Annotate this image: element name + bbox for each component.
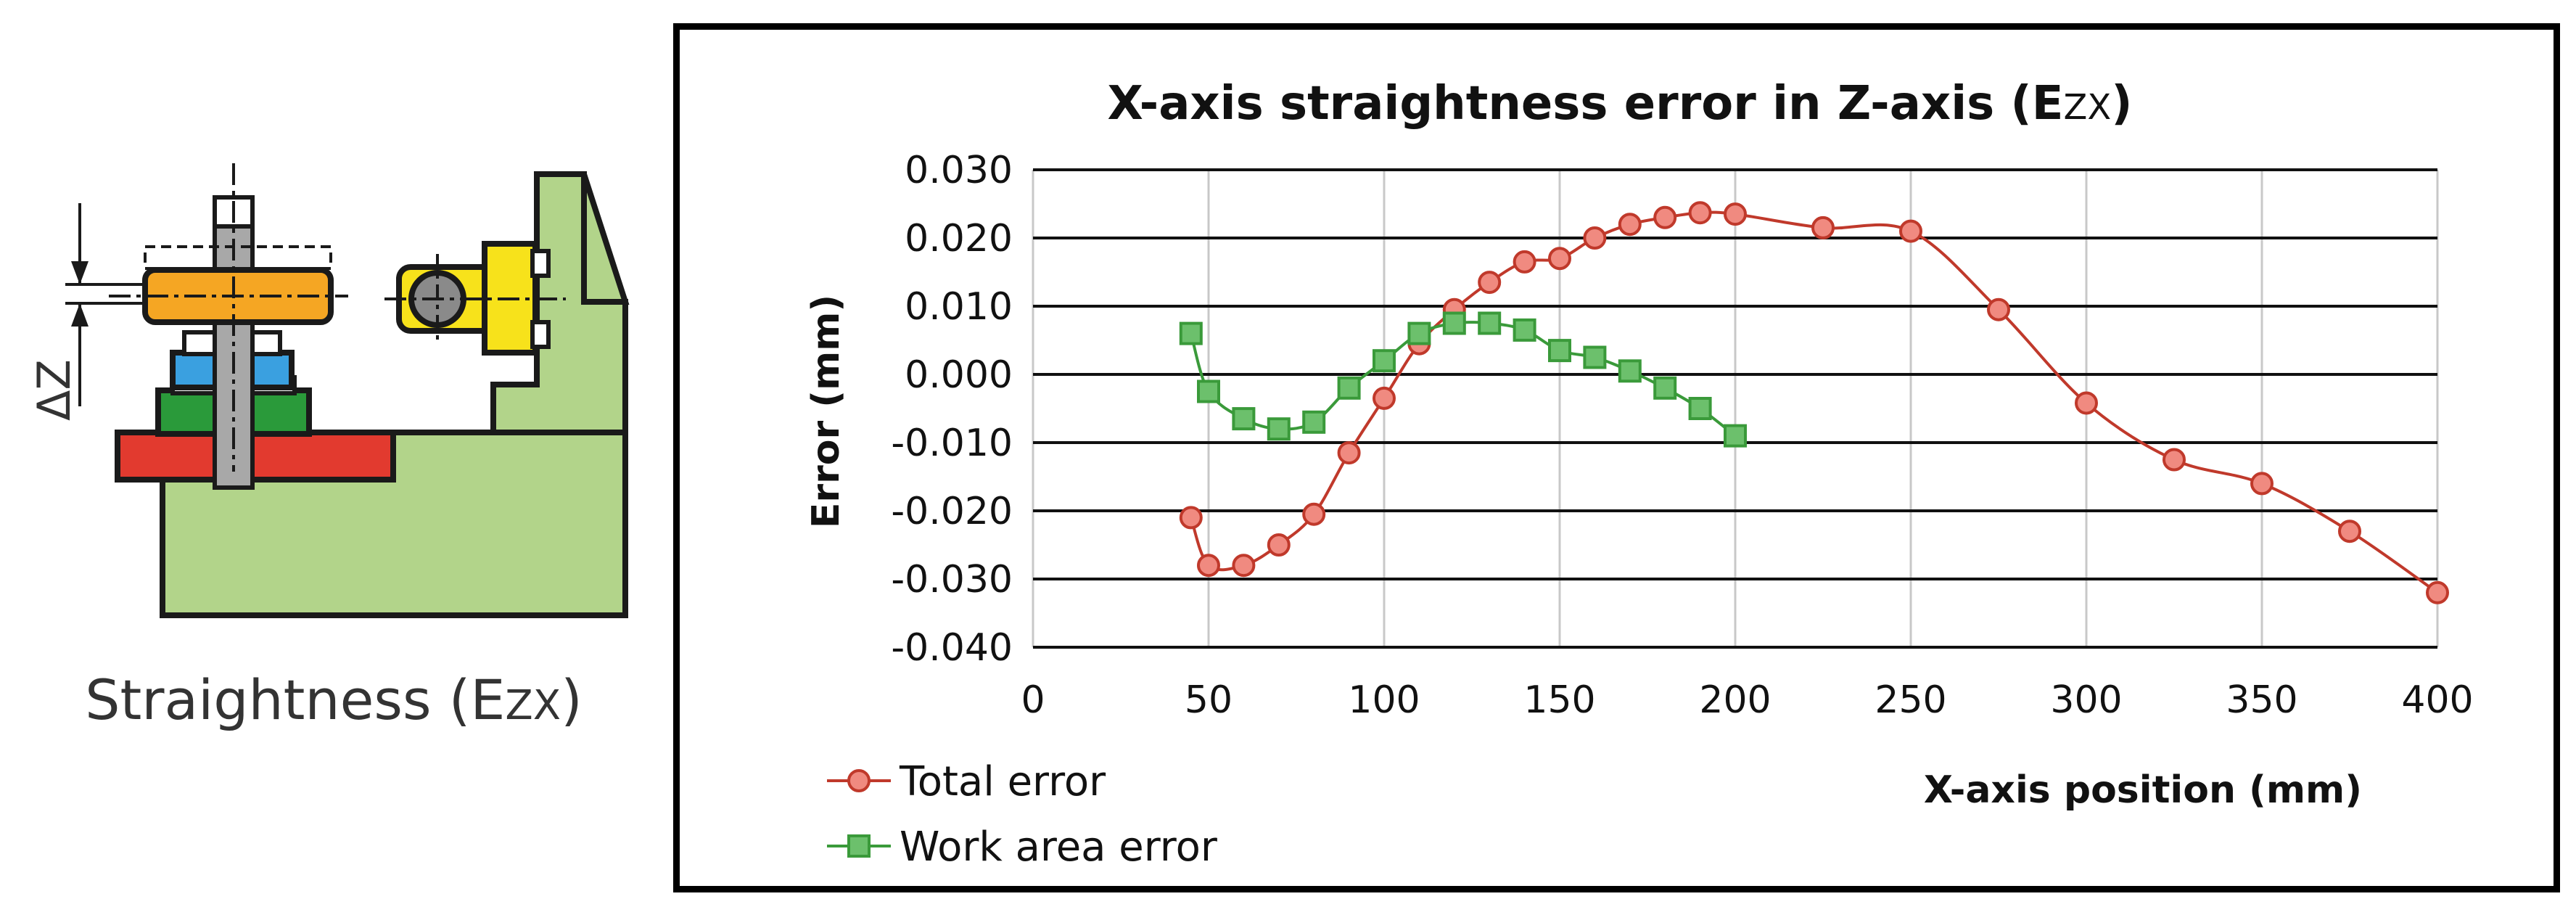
total-error-point — [1232, 554, 1256, 578]
work-area-error-point — [1407, 321, 1431, 345]
y-tick-label: 0.010 — [905, 285, 1013, 329]
total-error-point — [1373, 386, 1396, 410]
total-error-point — [2250, 472, 2273, 496]
total-error-point — [1179, 506, 1203, 530]
x-tick-label: 250 — [1875, 678, 1946, 722]
work-area-error-point — [1373, 349, 1396, 373]
x-tick-label: 100 — [1348, 678, 1420, 722]
total-error-point — [1548, 247, 1571, 271]
work-area-error-point — [1548, 339, 1571, 363]
work-area-error-point — [1724, 424, 1747, 448]
straightness-chart: X-axis straightness error in Z-axis (EZX… — [805, 77, 2474, 871]
total-error-point — [2338, 520, 2361, 543]
x-tick-label: 50 — [1185, 678, 1233, 722]
work-area-error-point — [1232, 407, 1256, 431]
work-area-error-point — [1197, 379, 1220, 403]
y-tick-label: -0.030 — [891, 558, 1013, 602]
red-table — [115, 430, 396, 483]
x-tick-label: 300 — [2050, 678, 2122, 722]
total-error-point — [1337, 441, 1361, 465]
x-tick-label: 150 — [1523, 678, 1595, 722]
total-error-point — [1987, 297, 2010, 321]
work-area-error-point — [1513, 318, 1536, 342]
total-error-point — [1478, 271, 1502, 295]
caption-close: ) — [561, 668, 583, 732]
total-error-point — [2075, 391, 2098, 415]
machine-base-slope — [581, 173, 630, 305]
total-error-point — [2163, 448, 2186, 472]
legend-marker-circle — [847, 769, 871, 792]
series-line-1 — [1189, 210, 2439, 594]
total-error-point — [1267, 533, 1291, 557]
y-tick-label: 0.020 — [905, 217, 1013, 260]
x-tick-label: 350 — [2226, 678, 2297, 722]
work-area-error-point — [1478, 311, 1502, 335]
x-tick-label: 200 — [1699, 678, 1771, 722]
total-error-point — [1688, 201, 1712, 225]
legend-marker-square — [847, 834, 871, 858]
machine-diagram: ΔZ — [28, 163, 630, 618]
chart-frame — [673, 23, 2560, 892]
total-error-point — [1513, 250, 1536, 274]
total-error-point — [1653, 205, 1677, 229]
y-tick-label: -0.040 — [891, 626, 1013, 670]
y-tick-label: 0.030 — [905, 149, 1013, 192]
work-area-error-point — [1688, 397, 1712, 420]
y-tick-label: -0.020 — [891, 490, 1013, 533]
legend-label: Total error — [899, 758, 1106, 805]
work-area-error-point — [1618, 359, 1642, 383]
total-error-point — [1618, 213, 1642, 237]
work-area-error-point — [1179, 321, 1203, 345]
delta-z-label: ΔZ — [28, 359, 81, 421]
legend-label: Work area error — [900, 824, 1218, 871]
total-error-point — [1583, 226, 1607, 250]
work-area-error-point — [1653, 376, 1677, 400]
total-error-point — [1811, 215, 1835, 239]
caption-main: Straightness (E — [85, 668, 506, 732]
work-area-error-point — [1442, 311, 1466, 335]
x-axis-label: X-axis position (mm) — [1924, 768, 2362, 812]
total-error-point — [1302, 502, 1326, 526]
x-tick-label: 400 — [2401, 678, 2473, 722]
work-area-error-point — [1302, 410, 1326, 434]
total-error-point — [1197, 554, 1220, 578]
y-tick-label: 0.000 — [905, 353, 1013, 397]
total-error-point — [2426, 580, 2449, 604]
chart-title: X-axis straightness error in Z-axis (EZX… — [1108, 77, 2133, 131]
x-tick-label: 0 — [1021, 678, 1045, 722]
y-tick-label: -0.010 — [891, 422, 1013, 465]
y-axis-label: Error (mm) — [805, 295, 848, 528]
total-error-point — [1899, 219, 1922, 243]
work-area-error-point — [1337, 376, 1361, 400]
work-area-error-point — [1583, 345, 1607, 369]
caption-sub: ZX — [505, 682, 561, 729]
work-area-error-point — [1267, 417, 1291, 441]
total-error-point — [1724, 202, 1747, 226]
figure-caption: Straightness (EZX) — [0, 668, 667, 732]
